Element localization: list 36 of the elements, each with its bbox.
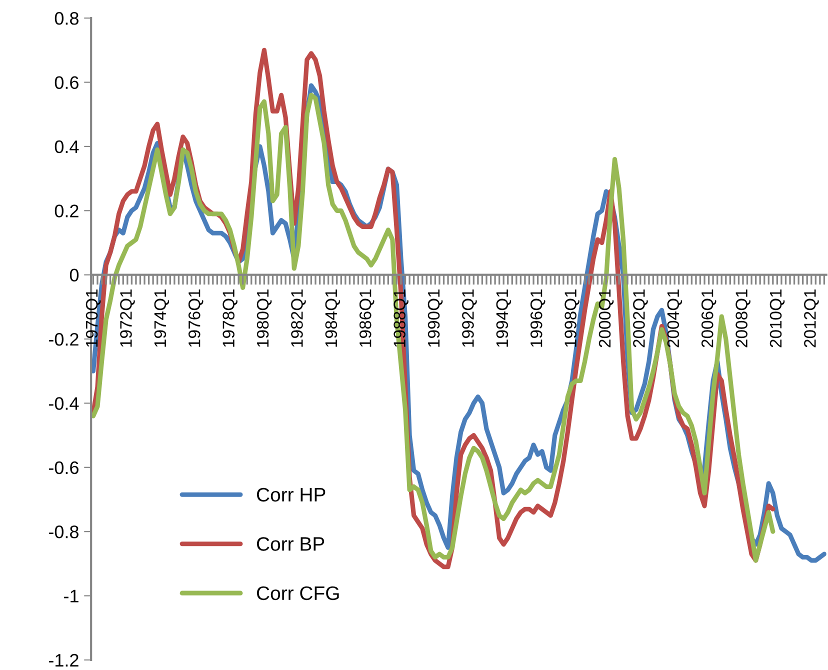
x-tick-label: 2008Q1 [736, 290, 750, 348]
x-tick-label: 1978Q1 [222, 290, 238, 347]
y-tick-label: -1.2 [48, 654, 78, 666]
x-tick-label: 1974Q1 [154, 290, 170, 347]
x-tick-label: 2010Q1 [770, 290, 785, 348]
x-tick-label: 1998Q1 [564, 290, 580, 347]
x-tick-label: 1980Q1 [256, 290, 272, 347]
y-tick-label: 0.6 [54, 76, 78, 89]
y-tick-label: -0.4 [48, 397, 79, 410]
legend-label: Corr HP [256, 488, 326, 502]
x-tick-label: 2012Q1 [804, 290, 819, 348]
y-tick-label: -1 [64, 590, 78, 602]
x-tick-label: 2006Q1 [701, 290, 716, 348]
y-tick-label: 0.4 [54, 140, 79, 154]
x-tick-label: 1972Q1 [120, 290, 135, 347]
legend-label: Corr BP [256, 537, 324, 551]
x-tick-label: 1990Q1 [428, 290, 443, 347]
x-tick-label: 2004Q1 [667, 290, 682, 348]
x-tick-label: 1976Q1 [188, 290, 204, 347]
x-tick-label: 1984Q1 [325, 290, 340, 347]
x-tick-label: 1982Q1 [291, 290, 306, 347]
x-tick-label: 1988Q1 [394, 290, 408, 347]
y-tick-label: -0.2 [48, 332, 78, 346]
x-tick-label: 2002Q1 [633, 290, 648, 348]
y-tick-label: -0.8 [48, 526, 78, 538]
y-tick-label: -0.6 [48, 461, 78, 474]
x-tick-label: 1970Q1 [86, 290, 101, 347]
y-tick-label: 0 [70, 268, 79, 282]
x-tick-label: 1992Q1 [462, 290, 477, 347]
x-tick-label: 2000Q1 [598, 290, 614, 348]
x-tick-label: 1994Q1 [496, 290, 512, 347]
y-tick-label: 0.2 [54, 204, 78, 218]
x-tick-label: 1996Q1 [530, 290, 546, 347]
y-tick-label: 0.8 [54, 12, 78, 25]
legend-label: Corr CFG [256, 586, 339, 600]
x-tick-label: 1986Q1 [359, 290, 374, 347]
